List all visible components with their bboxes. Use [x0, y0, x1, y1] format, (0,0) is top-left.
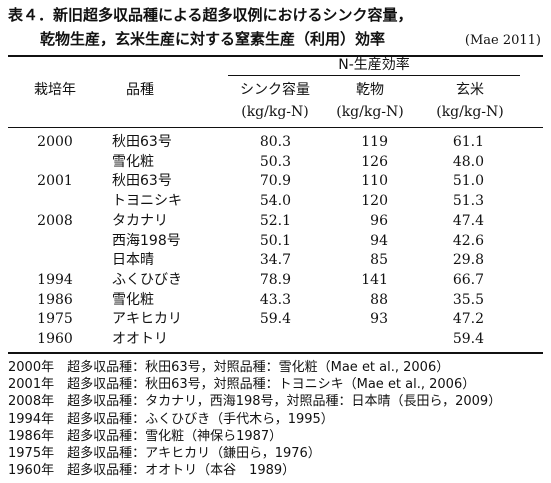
variety-cell: 秋田63号 [112, 173, 172, 190]
year-cell: 2001 [37, 173, 73, 190]
top-rule [8, 55, 543, 57]
value-cell: 51.0 [452, 173, 484, 190]
variety-cell: タカナリ [112, 212, 168, 229]
title-line: 乾物生産，玄米生産に対する窒素生産（利用）効率 [40, 30, 386, 48]
value-cell: 54.0 [259, 193, 291, 210]
column-header: 栽培年 [34, 82, 76, 98]
value-cell: 70.9 [259, 173, 291, 190]
column-header: 品種 [126, 82, 154, 98]
header-rule [8, 127, 543, 128]
year-cell: 1975 [37, 311, 73, 328]
variety-cell: アキヒカリ [112, 311, 182, 328]
value-cell: 93 [370, 311, 388, 328]
footnote: 1975年 超多収品種：アキヒカリ（鎌田ら，1976） [8, 446, 321, 461]
source: (Mae 2011) [464, 33, 541, 48]
value-cell: 50.1 [259, 232, 291, 249]
title-line: 表４．新旧超多収品種による超多収例におけるシンク容量， [8, 6, 413, 24]
value-cell: 78.9 [259, 271, 291, 288]
value-cell: 34.7 [259, 252, 291, 269]
value-cell: 35.5 [452, 291, 484, 308]
value-cell: 29.8 [452, 252, 484, 269]
variety-cell: 秋田63号 [112, 134, 172, 150]
value-cell: 96 [370, 212, 388, 229]
year-cell: 2008 [37, 212, 73, 229]
variety-cell: 雪化粧 [112, 291, 154, 308]
variety-cell: ふくひびき [112, 271, 182, 288]
variety-cell: 日本晴 [112, 252, 154, 269]
year-cell: 1994 [37, 271, 73, 288]
value-cell: 47.2 [452, 311, 484, 328]
value-cell: 119 [361, 134, 388, 150]
column-unit: (kg/kg-N) [241, 104, 309, 120]
value-cell: 50.3 [259, 153, 291, 170]
value-cell: 85 [370, 252, 388, 269]
value-cell: 51.3 [452, 193, 484, 210]
value-cell: 141 [361, 271, 388, 288]
group-rule [228, 75, 520, 76]
value-cell: 48.0 [452, 153, 484, 170]
value-cell: 120 [361, 193, 388, 210]
footnote: 1994年 超多収品種：ふくひびき（手代木ら，1995） [8, 411, 334, 427]
footnote: 2008年 超多収品種：タカナリ，西海198号，対照品種：日本晴（長田ら，200… [8, 394, 502, 410]
value-cell: 80.3 [259, 134, 291, 150]
value-cell: 88 [370, 291, 388, 308]
column-unit: (kg/kg-N) [336, 104, 404, 120]
variety-cell: 雪化粧 [112, 153, 154, 170]
column-header: シンク容量 [240, 82, 310, 98]
variety-cell: トヨニシキ [112, 193, 182, 210]
value-cell: 47.4 [452, 212, 484, 229]
value-cell: 94 [370, 232, 388, 249]
value-cell: 52.1 [259, 212, 291, 229]
footnote: 2001年 超多収品種：秋田63号，対照品種：トヨニシキ（Mae et al.,… [8, 377, 476, 393]
value-cell: 59.4 [452, 331, 484, 347]
footnote: 2000年 超多収品種：秋田63号，対照品種：雪化粧（Mae et al., 2… [8, 360, 450, 375]
column-header: 乾物 [356, 82, 384, 98]
year-cell: 1960 [37, 331, 73, 347]
footnote: 1960年 超多収品種：オオトリ（本谷 1989） [8, 463, 296, 479]
variety-cell: オオトリ [112, 331, 168, 347]
column-header: 玄米 [456, 82, 484, 98]
year-cell: 1986 [37, 291, 73, 308]
value-cell: 59.4 [259, 311, 291, 328]
variety-cell: 西海198号 [112, 232, 181, 249]
value-cell: 66.7 [452, 271, 484, 288]
bottom-rule [8, 352, 543, 354]
value-cell: 61.1 [452, 134, 484, 150]
footnote: 1986年 超多収品種：雪化粧（神保ら1987） [8, 428, 283, 444]
value-cell: 43.3 [259, 291, 291, 308]
value-cell: 42.6 [452, 232, 484, 249]
group-header: N-生産効率 [338, 57, 410, 73]
year-cell: 2000 [37, 134, 73, 150]
value-cell: 110 [361, 173, 388, 190]
column-unit: (kg/kg-N) [436, 104, 504, 120]
value-cell: 126 [361, 153, 388, 170]
